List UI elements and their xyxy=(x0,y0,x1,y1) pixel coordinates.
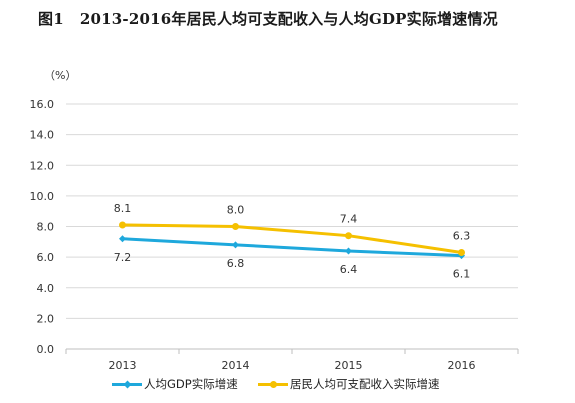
axes: 0.0 2.0 4.0 6.0 8.0 10.0 12.0 14.0 16.0 2013 2014 2… xyxy=(30,69,519,372)
x-tick-label: 2014 xyxy=(222,359,250,372)
legend-item-income: 居民人均可支配收入实际增速 xyxy=(258,376,440,392)
series-line-0 xyxy=(122,237,462,258)
data-point xyxy=(345,232,352,240)
legend-swatch-gdp xyxy=(112,378,142,390)
data-label: 6.1 xyxy=(453,268,471,281)
data-label: 8.0 xyxy=(227,204,245,217)
y-tick-label: 6.0 xyxy=(37,251,55,264)
title-text: 2013-2016年居民人均可支配收入与人均GDP实际增速情况 xyxy=(79,10,498,28)
legend-label-income: 居民人均可支配收入实际增速 xyxy=(290,377,440,391)
data-point xyxy=(232,223,239,230)
y-tick-label: 8.0 xyxy=(37,221,55,234)
data-point xyxy=(232,241,239,249)
legend: 人均GDP实际增速 居民人均可支配收入实际增速 xyxy=(0,376,575,396)
legend-label-gdp: 人均GDP实际增速 xyxy=(144,377,238,391)
data-point xyxy=(119,221,126,229)
y-tick-label: 2.0 xyxy=(37,312,55,325)
series-line-1 xyxy=(122,223,462,255)
y-tick-label: 10.0 xyxy=(30,190,55,203)
unit-label: （%） xyxy=(44,69,76,82)
figure-label: 图1 xyxy=(38,10,64,28)
y-tick-label: 14.0 xyxy=(30,129,55,142)
data-label: 6.4 xyxy=(340,263,358,276)
y-tick-label: 12.0 xyxy=(30,159,55,172)
legend-swatch-income xyxy=(258,378,288,390)
data-point xyxy=(458,249,465,257)
data-labels: 7.2 6.8 6.4 6.1 8.1 8.0 7.4 6.3 xyxy=(114,202,471,281)
data-label: 8.1 xyxy=(114,202,132,215)
data-label: 7.2 xyxy=(114,251,132,264)
data-point xyxy=(345,247,352,255)
y-tick-label: 16.0 xyxy=(30,98,55,111)
x-tick-label: 2015 xyxy=(335,359,363,372)
data-point xyxy=(119,235,126,243)
y-tick-label: 0.0 xyxy=(37,343,55,356)
chart-title: 图1 2013-2016年居民人均可支配收入与人均GDP实际增速情况 xyxy=(38,8,498,29)
y-tick-label: 4.0 xyxy=(37,282,55,295)
x-tick-label: 2016 xyxy=(448,359,476,372)
x-tick-label: 2013 xyxy=(109,359,137,372)
legend-item-gdp: 人均GDP实际增速 xyxy=(112,376,238,392)
grid xyxy=(66,103,518,319)
data-label: 7.4 xyxy=(340,213,358,226)
data-label: 6.8 xyxy=(227,257,245,270)
series xyxy=(119,221,465,260)
data-label: 6.3 xyxy=(453,230,471,243)
